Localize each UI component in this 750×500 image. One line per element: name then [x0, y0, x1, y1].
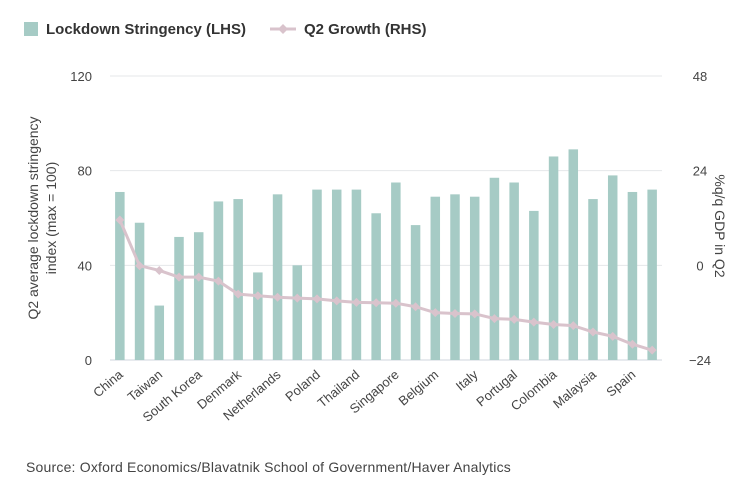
bar [115, 191, 125, 360]
bar [627, 191, 638, 360]
line-point [509, 314, 519, 324]
right-axis-title: %q/q GDP in Q2 [712, 174, 728, 277]
right-tick-label: 0 [696, 258, 703, 273]
bar [410, 225, 421, 360]
line-point [529, 317, 539, 327]
category-label: Spain [603, 367, 638, 400]
line-point [233, 289, 243, 299]
line-point [411, 302, 421, 312]
line-point [213, 276, 223, 286]
legend-bar-swatch [24, 22, 38, 36]
bar [588, 199, 598, 360]
line-point [568, 321, 578, 331]
bar [509, 182, 519, 360]
bar [351, 189, 362, 360]
bar [469, 196, 480, 360]
left-tick-label: 80 [78, 164, 92, 179]
line-point [174, 272, 184, 282]
line-point [608, 331, 618, 341]
line-point [391, 298, 401, 308]
bar [193, 232, 204, 360]
bar [154, 305, 165, 360]
line-point [549, 320, 559, 329]
line-point [253, 291, 263, 301]
line-point [292, 293, 302, 303]
bar [529, 210, 539, 360]
bar [548, 156, 559, 360]
category-label: Malaysia [550, 366, 600, 411]
bar [430, 196, 441, 360]
bar-series [115, 149, 657, 360]
bar [253, 272, 263, 360]
bar [312, 189, 322, 360]
line-point [588, 327, 598, 337]
bar [174, 236, 184, 360]
right-tick-label: 24 [693, 164, 707, 179]
right-axis-ticks: −24 0 24 48 [689, 69, 711, 368]
bar [272, 194, 283, 360]
bar [371, 213, 381, 360]
line-point [647, 345, 657, 355]
right-tick-label: 48 [693, 69, 707, 84]
line-point [470, 309, 480, 319]
left-tick-label: 120 [70, 69, 92, 84]
line-point [627, 339, 637, 349]
category-label: Italy [453, 366, 481, 393]
line-point [135, 261, 145, 271]
line-point [371, 298, 381, 308]
left-axis-ticks: 0 40 80 120 [70, 69, 92, 368]
line-point [273, 292, 283, 302]
legend-line-marker [278, 24, 288, 34]
bar [292, 265, 303, 360]
line-point [194, 272, 204, 282]
line-series [115, 215, 657, 355]
line-point [332, 296, 342, 306]
bar [607, 175, 618, 360]
line-point [154, 265, 164, 275]
bar [647, 189, 657, 360]
growth-line [118, 219, 653, 352]
left-axis-title-line: index (max = 100) [43, 162, 59, 274]
bar [450, 194, 460, 360]
line-point [450, 308, 460, 318]
line-point [489, 314, 499, 324]
line-point [430, 308, 440, 318]
left-axis-title-line: Q2 average lockdown stringency [25, 116, 41, 319]
bar [233, 199, 243, 360]
line-point [312, 294, 322, 304]
gridlines [110, 75, 662, 361]
category-label: China [90, 366, 126, 400]
bar [568, 149, 579, 360]
bar [489, 177, 500, 360]
bar [391, 182, 401, 360]
bar [134, 222, 145, 360]
bar [331, 189, 342, 360]
legend-line-label: Q2 Growth (RHS) [304, 21, 427, 38]
left-tick-label: 40 [78, 258, 92, 273]
right-tick-label: −24 [689, 353, 711, 368]
line-point [115, 215, 125, 225]
left-axis-title: Q2 average lockdown stringency index (max… [25, 116, 59, 319]
left-tick-label: 0 [85, 353, 92, 368]
category-label: Belgium [396, 367, 442, 409]
legend: Lockdown Stringency (LHS) Q2 Growth (RHS… [24, 21, 427, 38]
legend-bar-label: Lockdown Stringency (LHS) [46, 21, 246, 38]
source-note: Source: Oxford Economics/Blavatnik Schoo… [26, 459, 511, 475]
line-point [351, 297, 361, 307]
